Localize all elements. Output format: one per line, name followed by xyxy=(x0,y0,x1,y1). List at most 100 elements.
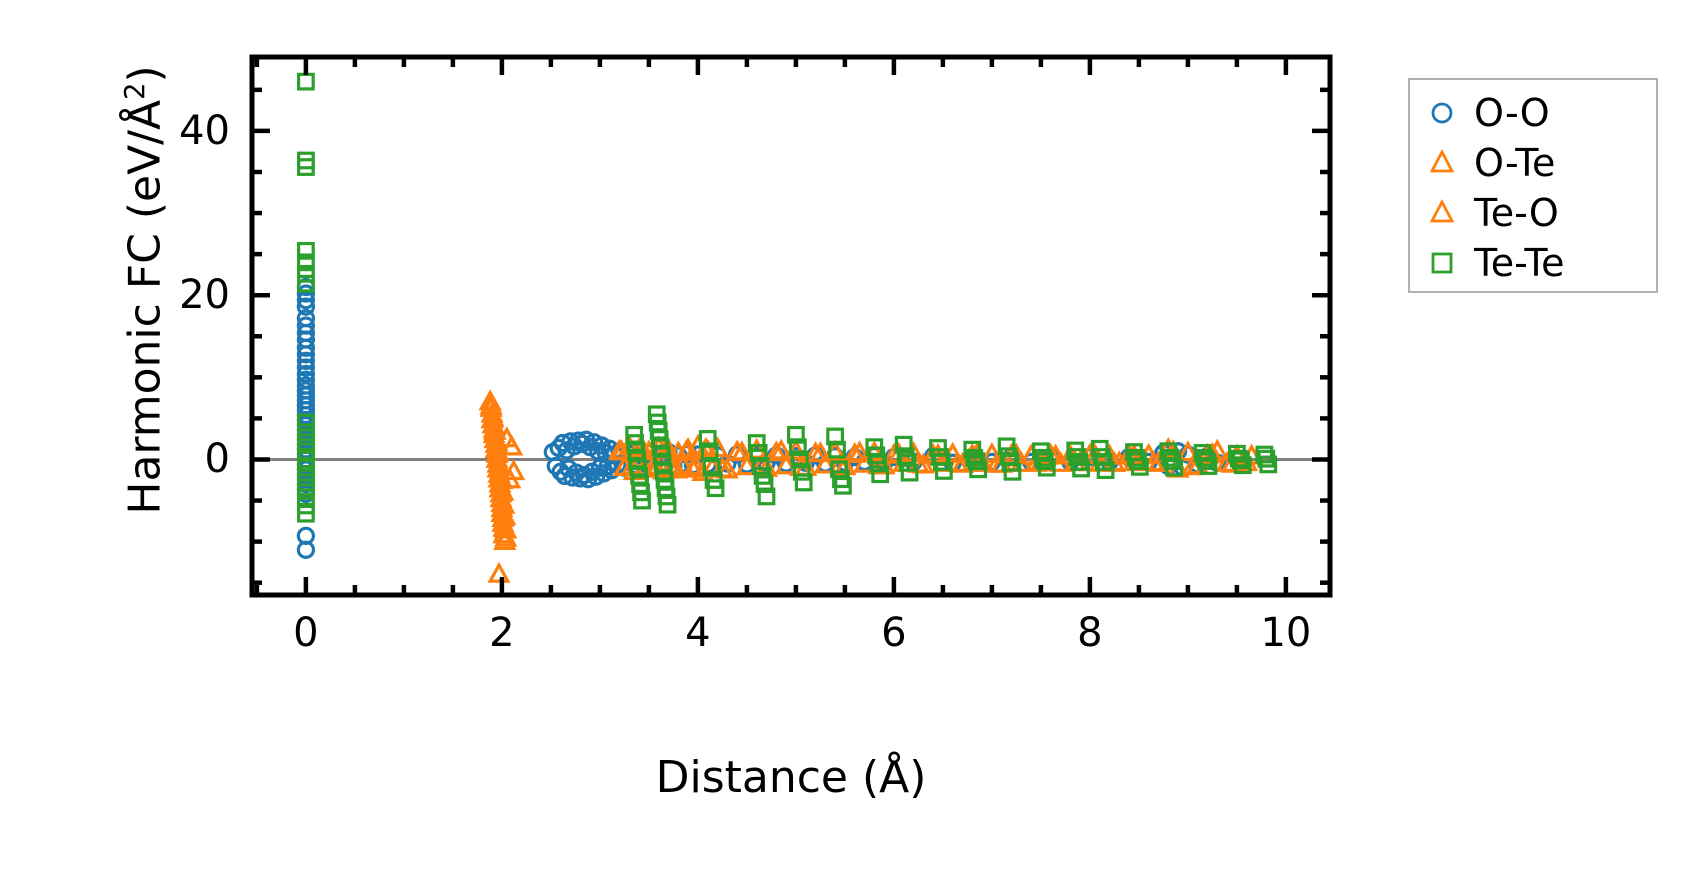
triangle-marker-icon xyxy=(1410,148,1474,178)
data-point xyxy=(702,458,721,477)
data-point xyxy=(813,452,837,474)
data-point xyxy=(1161,448,1180,467)
data-point xyxy=(730,440,754,462)
data-point xyxy=(1127,448,1145,467)
series-te-te xyxy=(297,72,1278,523)
data-point xyxy=(698,430,717,448)
legend-item-te-te[interactable]: Te-Te xyxy=(1410,238,1656,288)
legend-label: Te-Te xyxy=(1474,241,1565,285)
y-axis-title-text: Harmonic FC (eV/Å xyxy=(119,99,171,515)
data-point xyxy=(684,454,708,476)
data-point xyxy=(933,453,951,471)
data-point xyxy=(494,517,518,539)
data-point xyxy=(297,72,315,91)
data-point xyxy=(755,475,774,493)
data-point xyxy=(296,351,316,371)
data-point xyxy=(751,457,770,475)
data-point xyxy=(296,297,316,316)
data-point xyxy=(1176,440,1200,462)
data-point xyxy=(658,495,677,514)
data-point xyxy=(871,465,890,484)
y-tick-label: 0 xyxy=(204,436,230,483)
axes-frame xyxy=(249,54,1333,598)
data-point xyxy=(1130,457,1149,476)
data-point xyxy=(297,413,315,432)
data-point xyxy=(296,284,316,303)
data-point xyxy=(834,476,852,495)
data-point xyxy=(297,504,315,523)
data-point xyxy=(900,463,919,482)
data-point xyxy=(297,468,315,487)
data-point xyxy=(1072,459,1090,478)
data-point xyxy=(747,434,766,452)
data-point xyxy=(787,425,805,444)
data-point xyxy=(1259,455,1278,474)
data-point xyxy=(609,439,634,461)
x-tick-label: 4 xyxy=(685,610,711,656)
data-point xyxy=(1141,450,1166,472)
x-tick-label: 0 xyxy=(293,610,319,656)
data-point xyxy=(674,439,698,461)
legend-item-te-o[interactable]: Te-O xyxy=(1410,188,1656,238)
data-point xyxy=(1255,445,1274,464)
data-point xyxy=(828,440,846,459)
data-point xyxy=(296,290,316,310)
y-tick-label: 40 xyxy=(179,107,230,154)
x-tick-label: 10 xyxy=(1260,610,1312,656)
x-tick-label: 8 xyxy=(1077,610,1103,656)
data-point xyxy=(700,442,719,461)
data-point xyxy=(297,458,315,477)
data-point xyxy=(769,438,793,460)
data-point xyxy=(706,479,725,498)
data-point xyxy=(296,358,316,377)
data-point xyxy=(487,561,511,583)
legend-label: Te-O xyxy=(1474,191,1559,235)
data-point xyxy=(945,450,970,472)
data-point xyxy=(297,241,315,260)
data-point xyxy=(790,450,809,469)
data-point xyxy=(764,440,788,462)
legend-label: O-O xyxy=(1474,91,1550,135)
data-point xyxy=(297,274,315,293)
data-point xyxy=(502,459,526,481)
data-point xyxy=(1231,451,1250,470)
y-axis-title: Harmonic FC (eV/Å2) xyxy=(96,0,176,600)
data-point xyxy=(494,525,518,547)
data-point xyxy=(934,462,953,480)
data-point xyxy=(297,433,315,452)
data-point xyxy=(869,454,888,473)
legend[interactable]: O-O O-Te Te-O Te-Te xyxy=(1408,78,1658,293)
data-point xyxy=(830,460,848,479)
series-o-o xyxy=(296,277,1227,559)
x-axis-title: Distance (Å) xyxy=(655,752,927,803)
square-marker-icon xyxy=(1410,248,1474,278)
data-point xyxy=(867,453,891,475)
data-point xyxy=(1068,448,1087,466)
x-tick-label: 6 xyxy=(881,610,907,656)
data-point xyxy=(297,253,315,272)
data-point xyxy=(997,437,1016,456)
y-axis-title-close: ) xyxy=(119,65,171,83)
data-point xyxy=(847,440,872,462)
data-point xyxy=(792,462,811,481)
data-point xyxy=(794,473,813,492)
data-point xyxy=(296,345,316,364)
data-point xyxy=(1233,456,1252,475)
data-point xyxy=(808,441,833,463)
circle-marker-icon xyxy=(1410,98,1474,128)
data-point xyxy=(894,435,913,454)
data-point xyxy=(1096,461,1115,480)
data-point xyxy=(965,448,984,467)
legend-item-o-o[interactable]: O-O xyxy=(1410,88,1656,138)
data-point xyxy=(1165,458,1184,477)
data-point xyxy=(500,434,524,456)
data-point xyxy=(1156,436,1180,458)
data-point xyxy=(297,158,315,176)
data-point xyxy=(296,540,316,559)
legend-item-o-te[interactable]: O-Te xyxy=(1410,138,1656,188)
data-point xyxy=(1199,457,1218,475)
y-tick-label: 20 xyxy=(179,272,230,319)
data-point xyxy=(1037,458,1056,477)
